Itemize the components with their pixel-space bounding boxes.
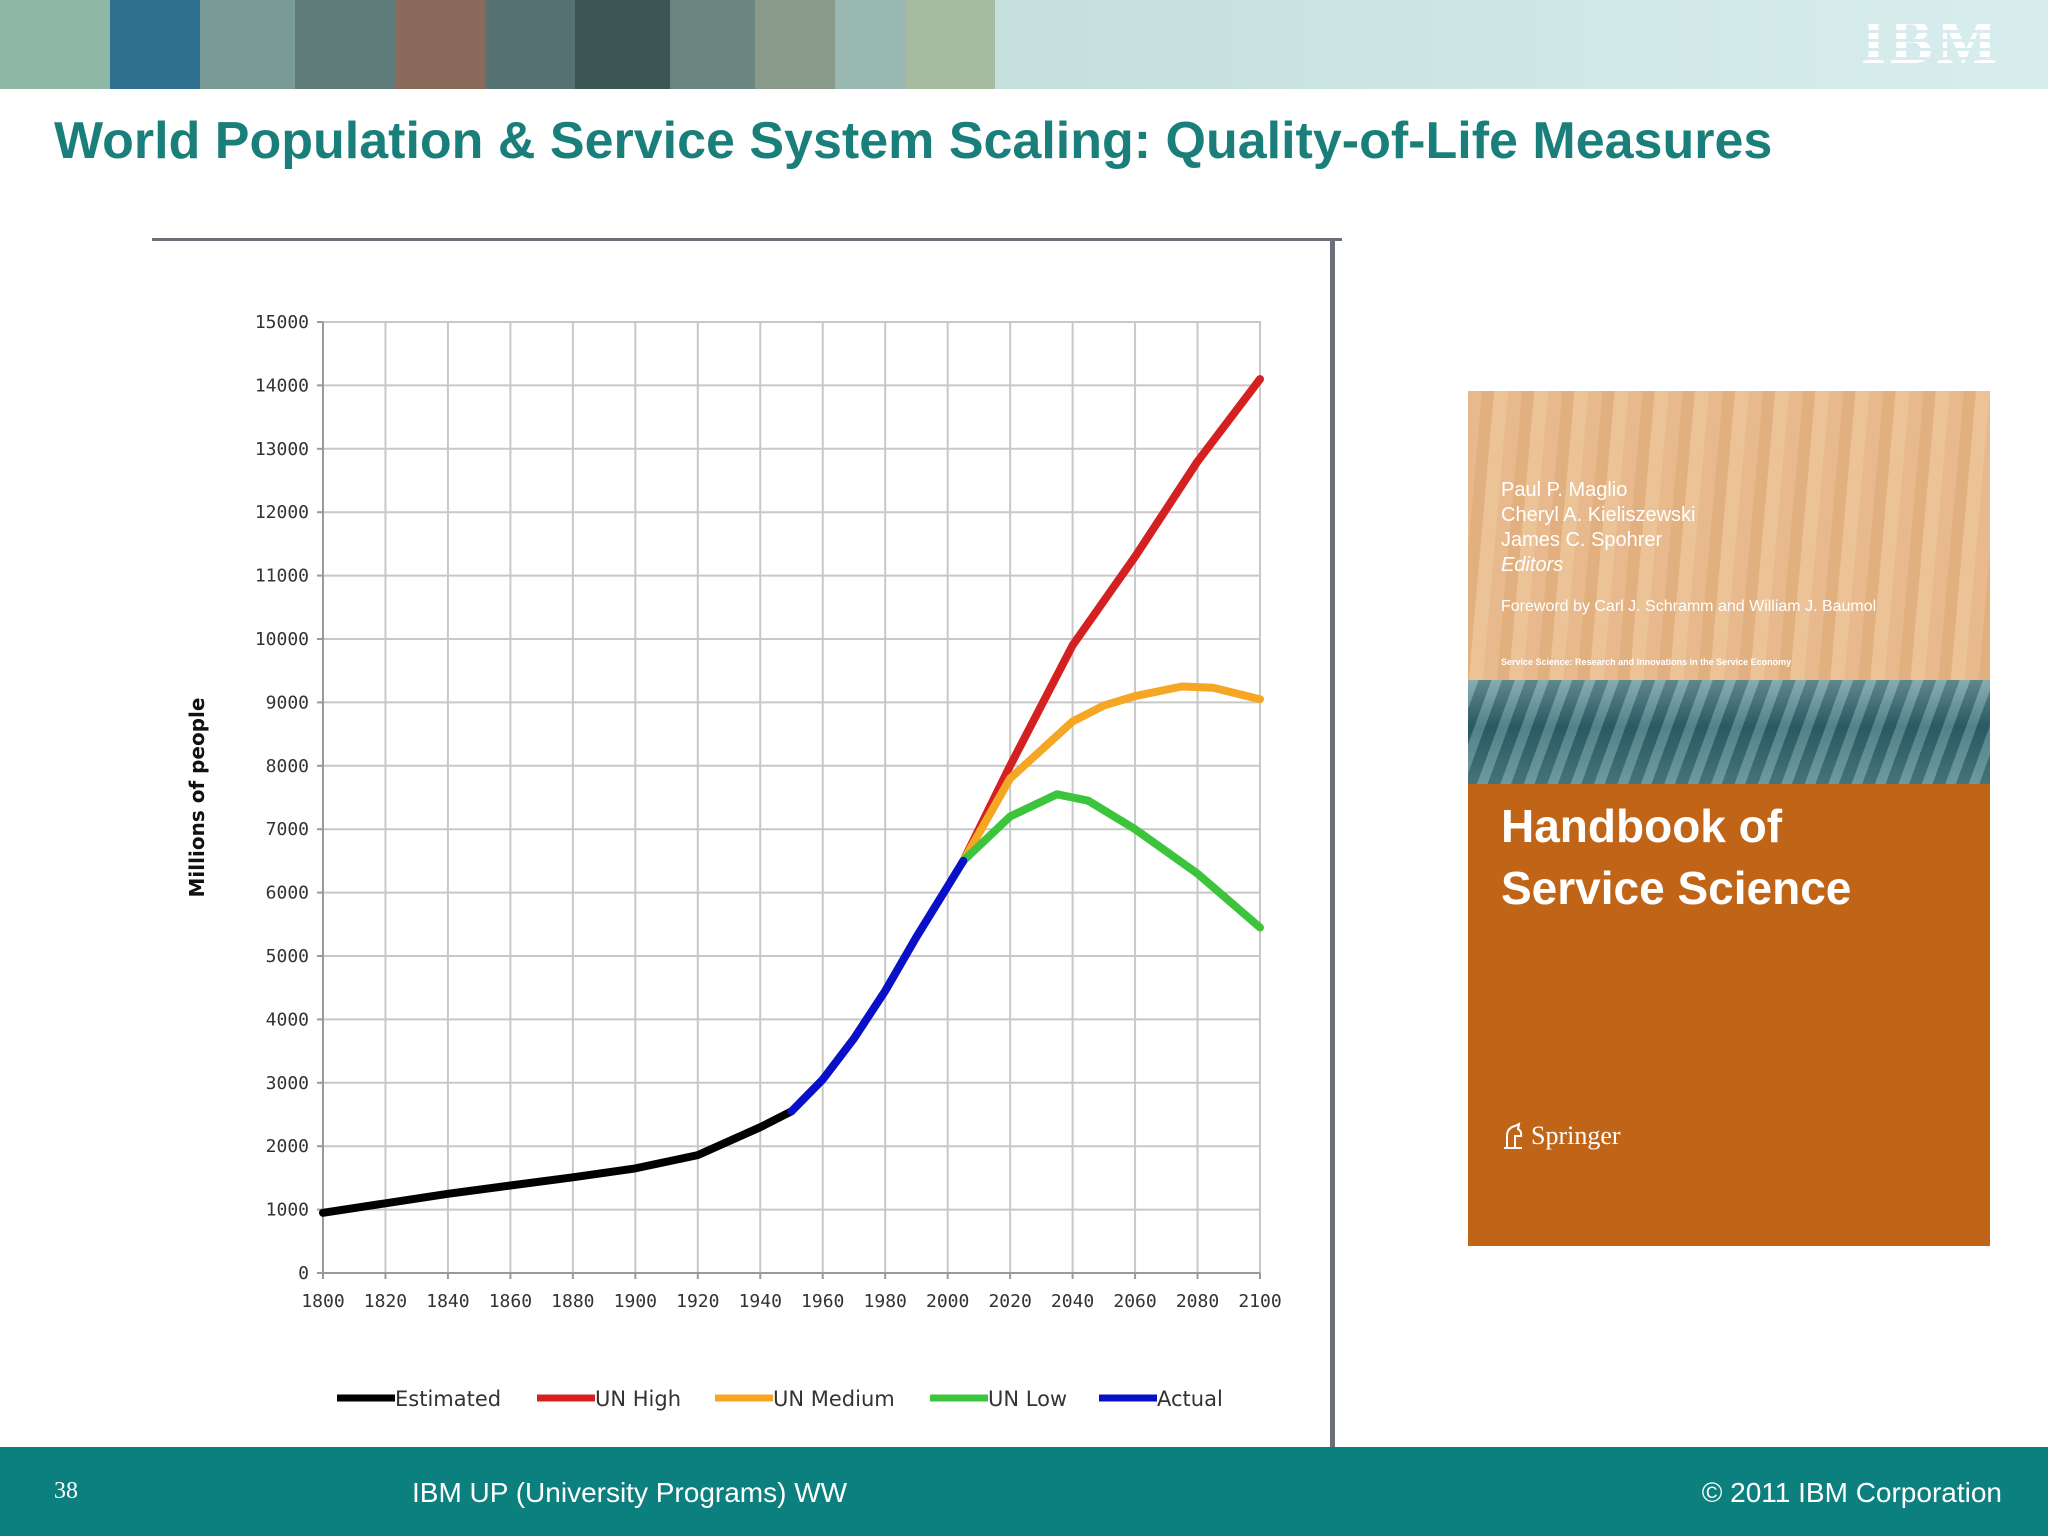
room-photo-tile bbox=[295, 0, 395, 89]
book-editors-role: Editors bbox=[1501, 554, 1564, 576]
building-photo-tile bbox=[395, 0, 485, 89]
y-tick-label: 3000 bbox=[266, 1073, 309, 1094]
book-cover-wood-panel bbox=[1468, 391, 1990, 680]
city-photo-tile bbox=[670, 0, 755, 89]
x-tick-label: 2000 bbox=[926, 1291, 969, 1312]
book-title: Handbook of Service Science bbox=[1501, 795, 1851, 919]
book-editor: James C. Spohrer bbox=[1501, 529, 1663, 551]
book-publisher-name: Springer bbox=[1531, 1121, 1621, 1150]
y-tick-label: 6000 bbox=[266, 883, 309, 904]
book-editors: Paul P. Maglio Cheryl A. Kieliszewski Ja… bbox=[1501, 478, 1696, 578]
banner-image-strip bbox=[0, 0, 1157, 89]
y-tick-label: 7000 bbox=[266, 819, 309, 840]
x-tick-label: 1960 bbox=[801, 1291, 844, 1312]
plot-area bbox=[322, 321, 1261, 1274]
x-tick-label: 1920 bbox=[676, 1291, 719, 1312]
book-title-line: Handbook of bbox=[1501, 800, 1783, 852]
footer-copyright: © 2011 IBM Corporation bbox=[1701, 1477, 2002, 1508]
legend-label: UN High bbox=[595, 1387, 681, 1411]
y-tick-label: 13000 bbox=[255, 439, 309, 460]
book-title-line: Service Science bbox=[1501, 862, 1852, 914]
legend-label: Estimated bbox=[395, 1387, 501, 1411]
photo-tile-tile bbox=[200, 0, 295, 89]
x-tick-label: 2040 bbox=[1051, 1291, 1094, 1312]
circular-diagram-tile bbox=[110, 0, 200, 89]
dark-panel-tile bbox=[575, 0, 670, 89]
x-tick-label: 1900 bbox=[614, 1291, 657, 1312]
x-tick-label: 2020 bbox=[988, 1291, 1031, 1312]
y-tick-label: 4000 bbox=[266, 1009, 309, 1030]
x-tick-label: 2060 bbox=[1113, 1291, 1156, 1312]
x-tick-label: 2100 bbox=[1238, 1291, 1281, 1312]
chart-frame-right-border bbox=[1330, 241, 1335, 1451]
chart-frame-top-border bbox=[152, 238, 1342, 241]
x-tick-label: 1940 bbox=[739, 1291, 782, 1312]
x-tick-label: 1800 bbox=[301, 1291, 344, 1312]
book-series: Service Science: Research and Innovation… bbox=[1501, 657, 1792, 667]
legend-label: Actual bbox=[1157, 1387, 1223, 1411]
y-tick-label: 11000 bbox=[255, 566, 309, 587]
series-line-estimated bbox=[319, 1107, 796, 1217]
series-line-un-medium bbox=[959, 682, 1264, 865]
x-tick-label: 1840 bbox=[426, 1291, 469, 1312]
x-tick-label: 1820 bbox=[364, 1291, 407, 1312]
map-photo-tile bbox=[755, 0, 835, 89]
footer-bar bbox=[0, 1447, 2048, 1536]
y-tick-label: 15000 bbox=[255, 312, 309, 333]
x-tick-label: 1860 bbox=[489, 1291, 532, 1312]
book-cover-wave-band bbox=[1468, 680, 1990, 784]
book-cover: Paul P. Maglio Cheryl A. Kieliszewski Ja… bbox=[1468, 391, 1990, 1246]
y-tick-label: 8000 bbox=[266, 756, 309, 777]
tree-illustration-tile bbox=[0, 0, 110, 89]
y-tick-label: 14000 bbox=[255, 375, 309, 396]
series-line-un-high bbox=[959, 375, 1264, 865]
footer-program-label: IBM UP (University Programs) WW bbox=[412, 1477, 848, 1508]
book-editor: Cheryl A. Kieliszewski bbox=[1501, 504, 1696, 526]
book-foreword: Foreword by Carl J. Schramm and William … bbox=[1501, 598, 1877, 615]
y-tick-label: 1000 bbox=[266, 1200, 309, 1221]
y-axis-title: Millions of people bbox=[185, 698, 209, 898]
x-tick-label: 1980 bbox=[864, 1291, 907, 1312]
page-number: 38 bbox=[54, 1478, 78, 1504]
photo-tile-tile bbox=[485, 0, 575, 89]
book-editor: Paul P. Maglio bbox=[1501, 479, 1628, 501]
legend-label: UN Medium bbox=[773, 1387, 895, 1411]
teal-panel-tile bbox=[835, 0, 905, 89]
series-line-un-low bbox=[959, 790, 1264, 932]
springer-horse-icon bbox=[1504, 1122, 1523, 1149]
hand-photo-tile bbox=[905, 0, 995, 89]
y-tick-label: 10000 bbox=[255, 629, 309, 650]
y-tick-label: 12000 bbox=[255, 502, 309, 523]
y-tick-label: 0 bbox=[298, 1263, 309, 1284]
ibm-logo: IBM bbox=[1861, 6, 2001, 77]
legend-label: UN Low bbox=[988, 1387, 1067, 1411]
series-line-actual bbox=[787, 856, 968, 1116]
x-tick-label: 1880 bbox=[551, 1291, 594, 1312]
x-tick-label: 2080 bbox=[1176, 1291, 1219, 1312]
top-banner: IBM bbox=[0, 0, 2048, 89]
y-tick-label: 5000 bbox=[266, 946, 309, 967]
population-chart: 0 1000 2000 3000 4000 5000 6000 7000 8000 9000 100… bbox=[185, 312, 1282, 1411]
slide-title: World Population & Service System Scalin… bbox=[54, 112, 1773, 170]
y-tick-label: 2000 bbox=[266, 1136, 309, 1157]
book-publisher: Springer bbox=[1501, 1121, 1621, 1151]
y-tick-label: 9000 bbox=[266, 692, 309, 713]
